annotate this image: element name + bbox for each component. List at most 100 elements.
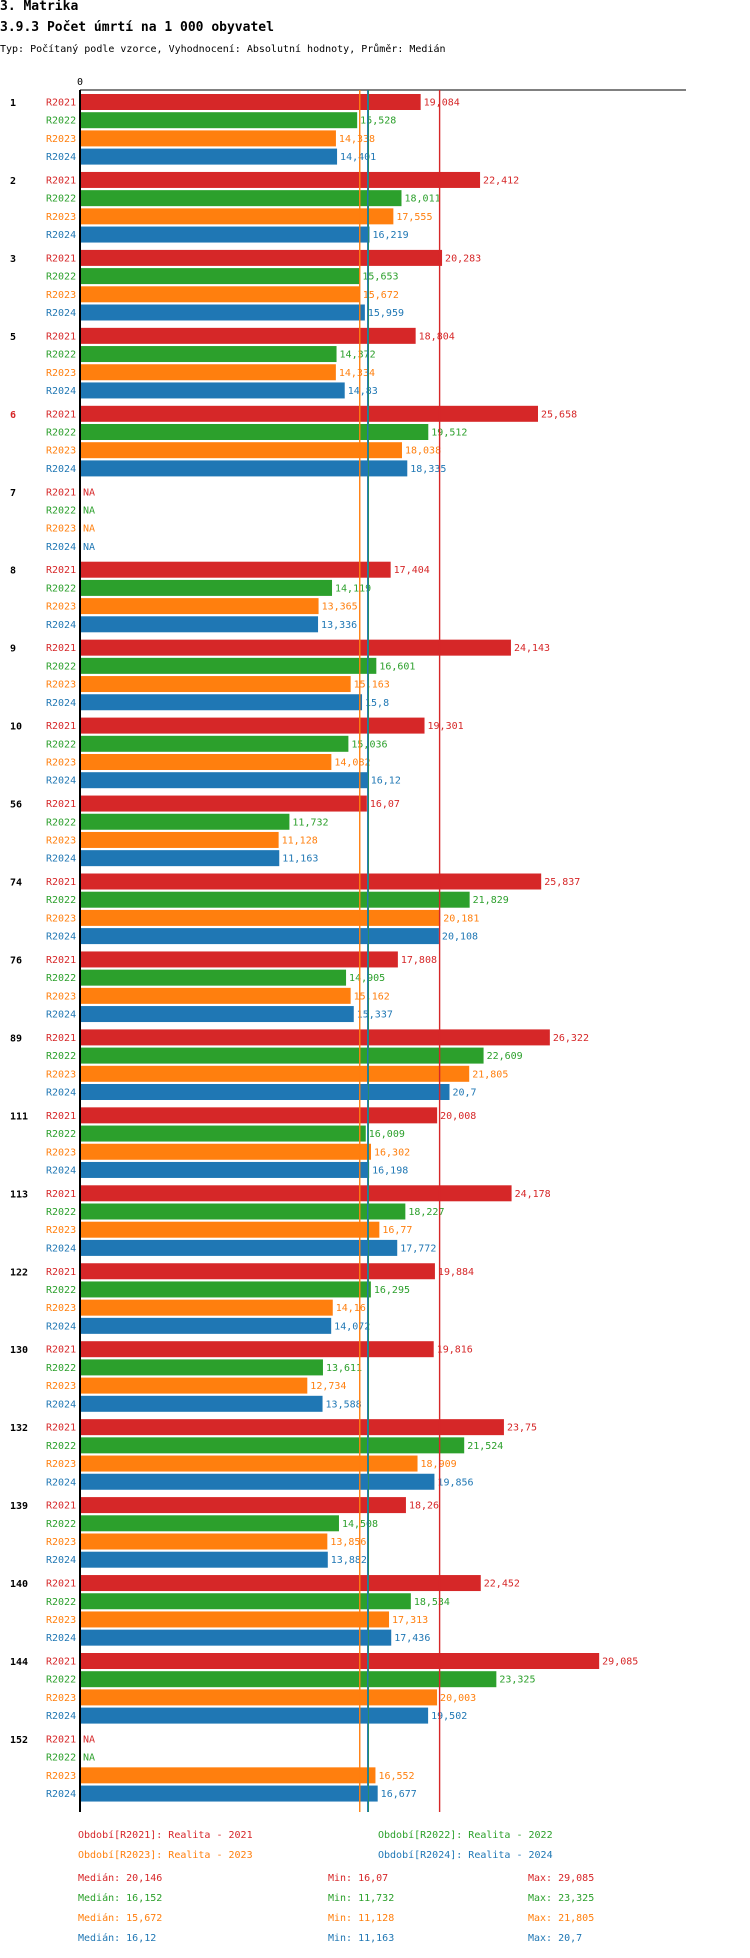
bar-139-r2023	[80, 1533, 328, 1550]
series-label-111-r2021: R2021	[46, 1111, 76, 1122]
group-label-89: 89	[10, 1033, 22, 1044]
series-label-111-r2022: R2022	[46, 1129, 76, 1140]
value-label-6-r2021: 25,658	[541, 409, 577, 420]
value-label-5-r2022: 14,372	[340, 350, 376, 361]
value-label-89-r2022: 22,609	[487, 1051, 523, 1062]
bar-122-r2022	[80, 1281, 371, 1298]
value-label-6-r2022: 19,512	[431, 428, 467, 439]
series-label-6-r2021: R2021	[46, 409, 76, 420]
series-label-5-r2023: R2023	[46, 368, 76, 379]
series-label-132-r2021: R2021	[46, 1423, 76, 1434]
value-label-5-r2021: 18,804	[419, 331, 455, 342]
bar-5-r2024	[80, 382, 345, 399]
stat-median-r2024: Medián: 16,12	[78, 1933, 157, 1944]
group-label-9: 9	[10, 644, 16, 655]
group-label-8: 8	[10, 566, 16, 577]
series-label-56-r2021: R2021	[46, 799, 76, 810]
value-label-76-r2024: 15,337	[357, 1010, 393, 1021]
series-label-144-r2021: R2021	[46, 1657, 76, 1668]
bar-2-r2024	[80, 226, 370, 243]
stat-max-r2023: Max: 21,805	[528, 1913, 595, 1924]
value-label-7-r2021: NA	[83, 487, 95, 498]
group-label-2: 2	[10, 176, 16, 187]
value-label-113-r2024: 17,772	[400, 1243, 436, 1254]
bar-139-r2021	[80, 1497, 406, 1514]
bar-74-r2023	[80, 909, 441, 926]
stat-min-r2022: Min: 11,732	[328, 1893, 395, 1904]
series-label-5-r2021: R2021	[46, 331, 76, 342]
series-label-8-r2024: R2024	[46, 620, 76, 631]
bar-144-r2024	[80, 1707, 429, 1724]
group-label-132: 132	[10, 1423, 28, 1434]
value-label-132-r2021: 23,75	[507, 1423, 537, 1434]
page-title: 3. Matrika	[0, 0, 79, 14]
legend-item-r2024: Období[R2024]: Realita - 2024	[378, 1850, 553, 1861]
series-label-56-r2023: R2023	[46, 835, 76, 846]
bar-111-r2021	[80, 1107, 438, 1124]
series-label-76-r2022: R2022	[46, 973, 76, 984]
group-label-3: 3	[10, 254, 16, 265]
value-label-144-r2021: 29,085	[602, 1657, 638, 1668]
bar-8-r2023	[80, 598, 319, 615]
stat-min-r2024: Min: 11,163	[328, 1933, 395, 1944]
series-label-132-r2023: R2023	[46, 1459, 76, 1470]
value-label-7-r2023: NA	[83, 524, 95, 535]
value-label-1-r2024: 14,401	[340, 152, 376, 163]
value-label-152-r2022: NA	[83, 1753, 95, 1764]
group-label-5: 5	[10, 332, 16, 343]
bar-111-r2022	[80, 1125, 366, 1142]
bar-1-r2024	[80, 148, 338, 165]
stat-median-r2021: Medián: 20,146	[78, 1873, 163, 1884]
series-label-74-r2021: R2021	[46, 877, 76, 888]
value-label-3-r2023: 15,672	[363, 290, 399, 301]
value-label-8-r2021: 17,404	[394, 565, 430, 576]
series-label-130-r2024: R2024	[46, 1399, 76, 1410]
bar-113-r2021	[80, 1185, 512, 1202]
bar-122-r2021	[80, 1263, 435, 1280]
bar-9-r2024	[80, 694, 363, 711]
bar-144-r2023	[80, 1689, 438, 1706]
value-label-1-r2021: 19,084	[424, 98, 460, 109]
bar-6-r2021	[80, 405, 538, 422]
series-label-113-r2021: R2021	[46, 1189, 76, 1200]
bar-113-r2022	[80, 1203, 406, 1220]
series-label-2-r2023: R2023	[46, 212, 76, 223]
series-label-130-r2023: R2023	[46, 1381, 76, 1392]
series-label-5-r2022: R2022	[46, 350, 76, 361]
bar-76-r2023	[80, 987, 351, 1004]
series-label-140-r2022: R2022	[46, 1597, 76, 1608]
series-label-2-r2021: R2021	[46, 175, 76, 186]
legend-item-r2023: Období[R2023]: Realita - 2023	[78, 1850, 253, 1861]
bar-89-r2023	[80, 1065, 470, 1082]
value-label-9-r2023: 15,163	[354, 680, 390, 691]
series-label-74-r2022: R2022	[46, 895, 76, 906]
value-label-2-r2021: 22,412	[483, 175, 519, 186]
series-label-140-r2021: R2021	[46, 1579, 76, 1590]
bar-3-r2021	[80, 249, 443, 266]
series-label-9-r2024: R2024	[46, 698, 76, 709]
bar-130-r2021	[80, 1341, 434, 1358]
bar-89-r2021	[80, 1029, 550, 1046]
value-label-152-r2021: NA	[83, 1734, 95, 1745]
series-label-8-r2023: R2023	[46, 602, 76, 613]
value-label-122-r2021: 19,884	[438, 1267, 474, 1278]
bar-9-r2021	[80, 639, 511, 656]
bar-76-r2022	[80, 969, 347, 986]
series-label-1-r2021: R2021	[46, 98, 76, 109]
chart-title: 3.9.3 Počet úmrtí na 1 000 obyvatel	[0, 20, 274, 35]
bar-144-r2021	[80, 1653, 600, 1669]
bar-6-r2024	[80, 460, 408, 477]
value-label-113-r2023: 16,77	[382, 1225, 412, 1236]
series-label-122-r2022: R2022	[46, 1285, 76, 1296]
series-label-89-r2024: R2024	[46, 1088, 76, 1099]
value-label-56-r2022: 11,732	[292, 817, 328, 828]
bar-3-r2024	[80, 304, 365, 321]
bar-1-r2021	[80, 94, 421, 110]
series-label-1-r2024: R2024	[46, 152, 76, 163]
bar-140-r2024	[80, 1629, 392, 1646]
value-label-74-r2022: 21,829	[473, 895, 509, 906]
value-label-9-r2024: 15,8	[365, 698, 389, 709]
bar-6-r2022	[80, 424, 429, 440]
bar-132-r2021	[80, 1419, 504, 1436]
